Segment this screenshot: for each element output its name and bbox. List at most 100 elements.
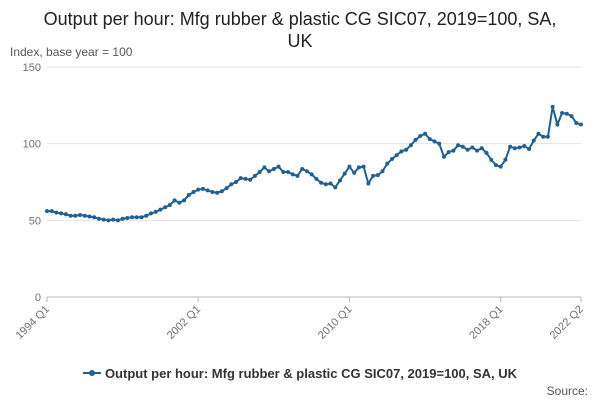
data-point xyxy=(456,143,461,148)
data-point xyxy=(323,182,328,187)
legend-marker xyxy=(88,370,95,376)
data-point xyxy=(408,143,413,148)
data-point xyxy=(144,213,149,218)
source: Source: xyxy=(547,384,588,398)
chart-title: Output per hour: Mfg rubber & plastic CG… xyxy=(43,9,557,51)
data-point xyxy=(522,143,527,148)
data-point xyxy=(139,215,144,220)
data-point xyxy=(545,134,550,139)
y-tick-label: 150 xyxy=(23,62,41,74)
data-point xyxy=(243,176,248,181)
data-point xyxy=(479,146,484,151)
data-point xyxy=(508,144,513,149)
data-point xyxy=(210,189,215,194)
data-point xyxy=(536,131,541,136)
data-point xyxy=(319,180,324,185)
data-point xyxy=(432,139,437,144)
data-point xyxy=(418,134,423,138)
data-point xyxy=(96,216,101,221)
data-point xyxy=(87,214,92,219)
data-point xyxy=(366,181,371,186)
data-point xyxy=(347,164,352,169)
data-point xyxy=(569,114,574,119)
data-point xyxy=(300,166,305,171)
data-point xyxy=(252,173,257,178)
data-point xyxy=(45,209,49,214)
data-point xyxy=(205,188,210,193)
data-point xyxy=(531,138,536,143)
data-point xyxy=(186,193,191,198)
data-point xyxy=(394,153,399,158)
data-point xyxy=(286,170,291,175)
data-point xyxy=(177,200,182,205)
data-point xyxy=(541,134,546,139)
series-line xyxy=(47,106,582,222)
data-point xyxy=(484,150,489,155)
data-point xyxy=(92,215,97,220)
data-point xyxy=(281,170,286,175)
data-point xyxy=(115,218,120,223)
data-point xyxy=(120,216,125,221)
data-point xyxy=(342,171,347,176)
data-point xyxy=(238,176,243,181)
data-point xyxy=(380,169,385,174)
data-point xyxy=(68,213,73,218)
data-point xyxy=(290,172,295,177)
x-tick-label: 1994 Q1 xyxy=(14,303,52,341)
data-point xyxy=(564,111,569,116)
data-point xyxy=(295,173,300,178)
data-point xyxy=(560,111,565,115)
data-point xyxy=(503,157,508,162)
x-tick-label: 2018 Q1 xyxy=(467,303,505,341)
data-point xyxy=(224,186,229,191)
data-point xyxy=(371,173,376,178)
data-point xyxy=(130,215,135,220)
data-point xyxy=(517,145,522,150)
y-tick-label: 100 xyxy=(23,139,41,151)
x-tick-label: 2022 Q2 xyxy=(548,303,586,341)
data-point xyxy=(427,137,432,142)
data-point xyxy=(389,157,394,161)
data-point xyxy=(215,190,220,195)
data-point xyxy=(101,217,106,222)
data-point xyxy=(54,210,59,215)
data-point xyxy=(512,146,517,151)
data-point xyxy=(59,211,64,216)
data-point xyxy=(493,163,498,168)
data-point xyxy=(460,144,465,149)
data-point xyxy=(498,164,503,169)
data-point xyxy=(106,218,111,223)
data-point xyxy=(451,148,456,153)
data-point xyxy=(361,164,366,169)
data-point xyxy=(475,148,480,153)
data-point xyxy=(182,198,187,203)
data-point xyxy=(257,170,262,175)
data-point xyxy=(489,157,494,162)
data-point xyxy=(356,165,361,170)
data-point xyxy=(111,217,116,222)
data-point xyxy=(352,170,357,175)
data-point xyxy=(437,141,442,146)
data-point xyxy=(333,185,338,190)
data-point xyxy=(470,145,475,150)
data-point xyxy=(276,164,281,169)
data-point xyxy=(63,212,68,217)
data-point xyxy=(167,203,172,207)
data-point xyxy=(262,165,267,170)
data-point xyxy=(550,104,555,109)
data-point xyxy=(191,189,196,194)
data-point xyxy=(579,122,583,127)
data-point xyxy=(423,131,428,136)
data-point xyxy=(134,215,139,220)
y-tick-label: 50 xyxy=(29,215,41,227)
data-point xyxy=(78,212,83,217)
data-point xyxy=(385,161,390,166)
data-point xyxy=(328,181,333,186)
data-point xyxy=(441,154,446,159)
legend-label: Output per hour: Mfg rubber & plastic CG… xyxy=(105,366,518,381)
x-tick-label: 2010 Q1 xyxy=(316,303,354,341)
data-point xyxy=(446,150,451,155)
data-point xyxy=(271,166,276,171)
